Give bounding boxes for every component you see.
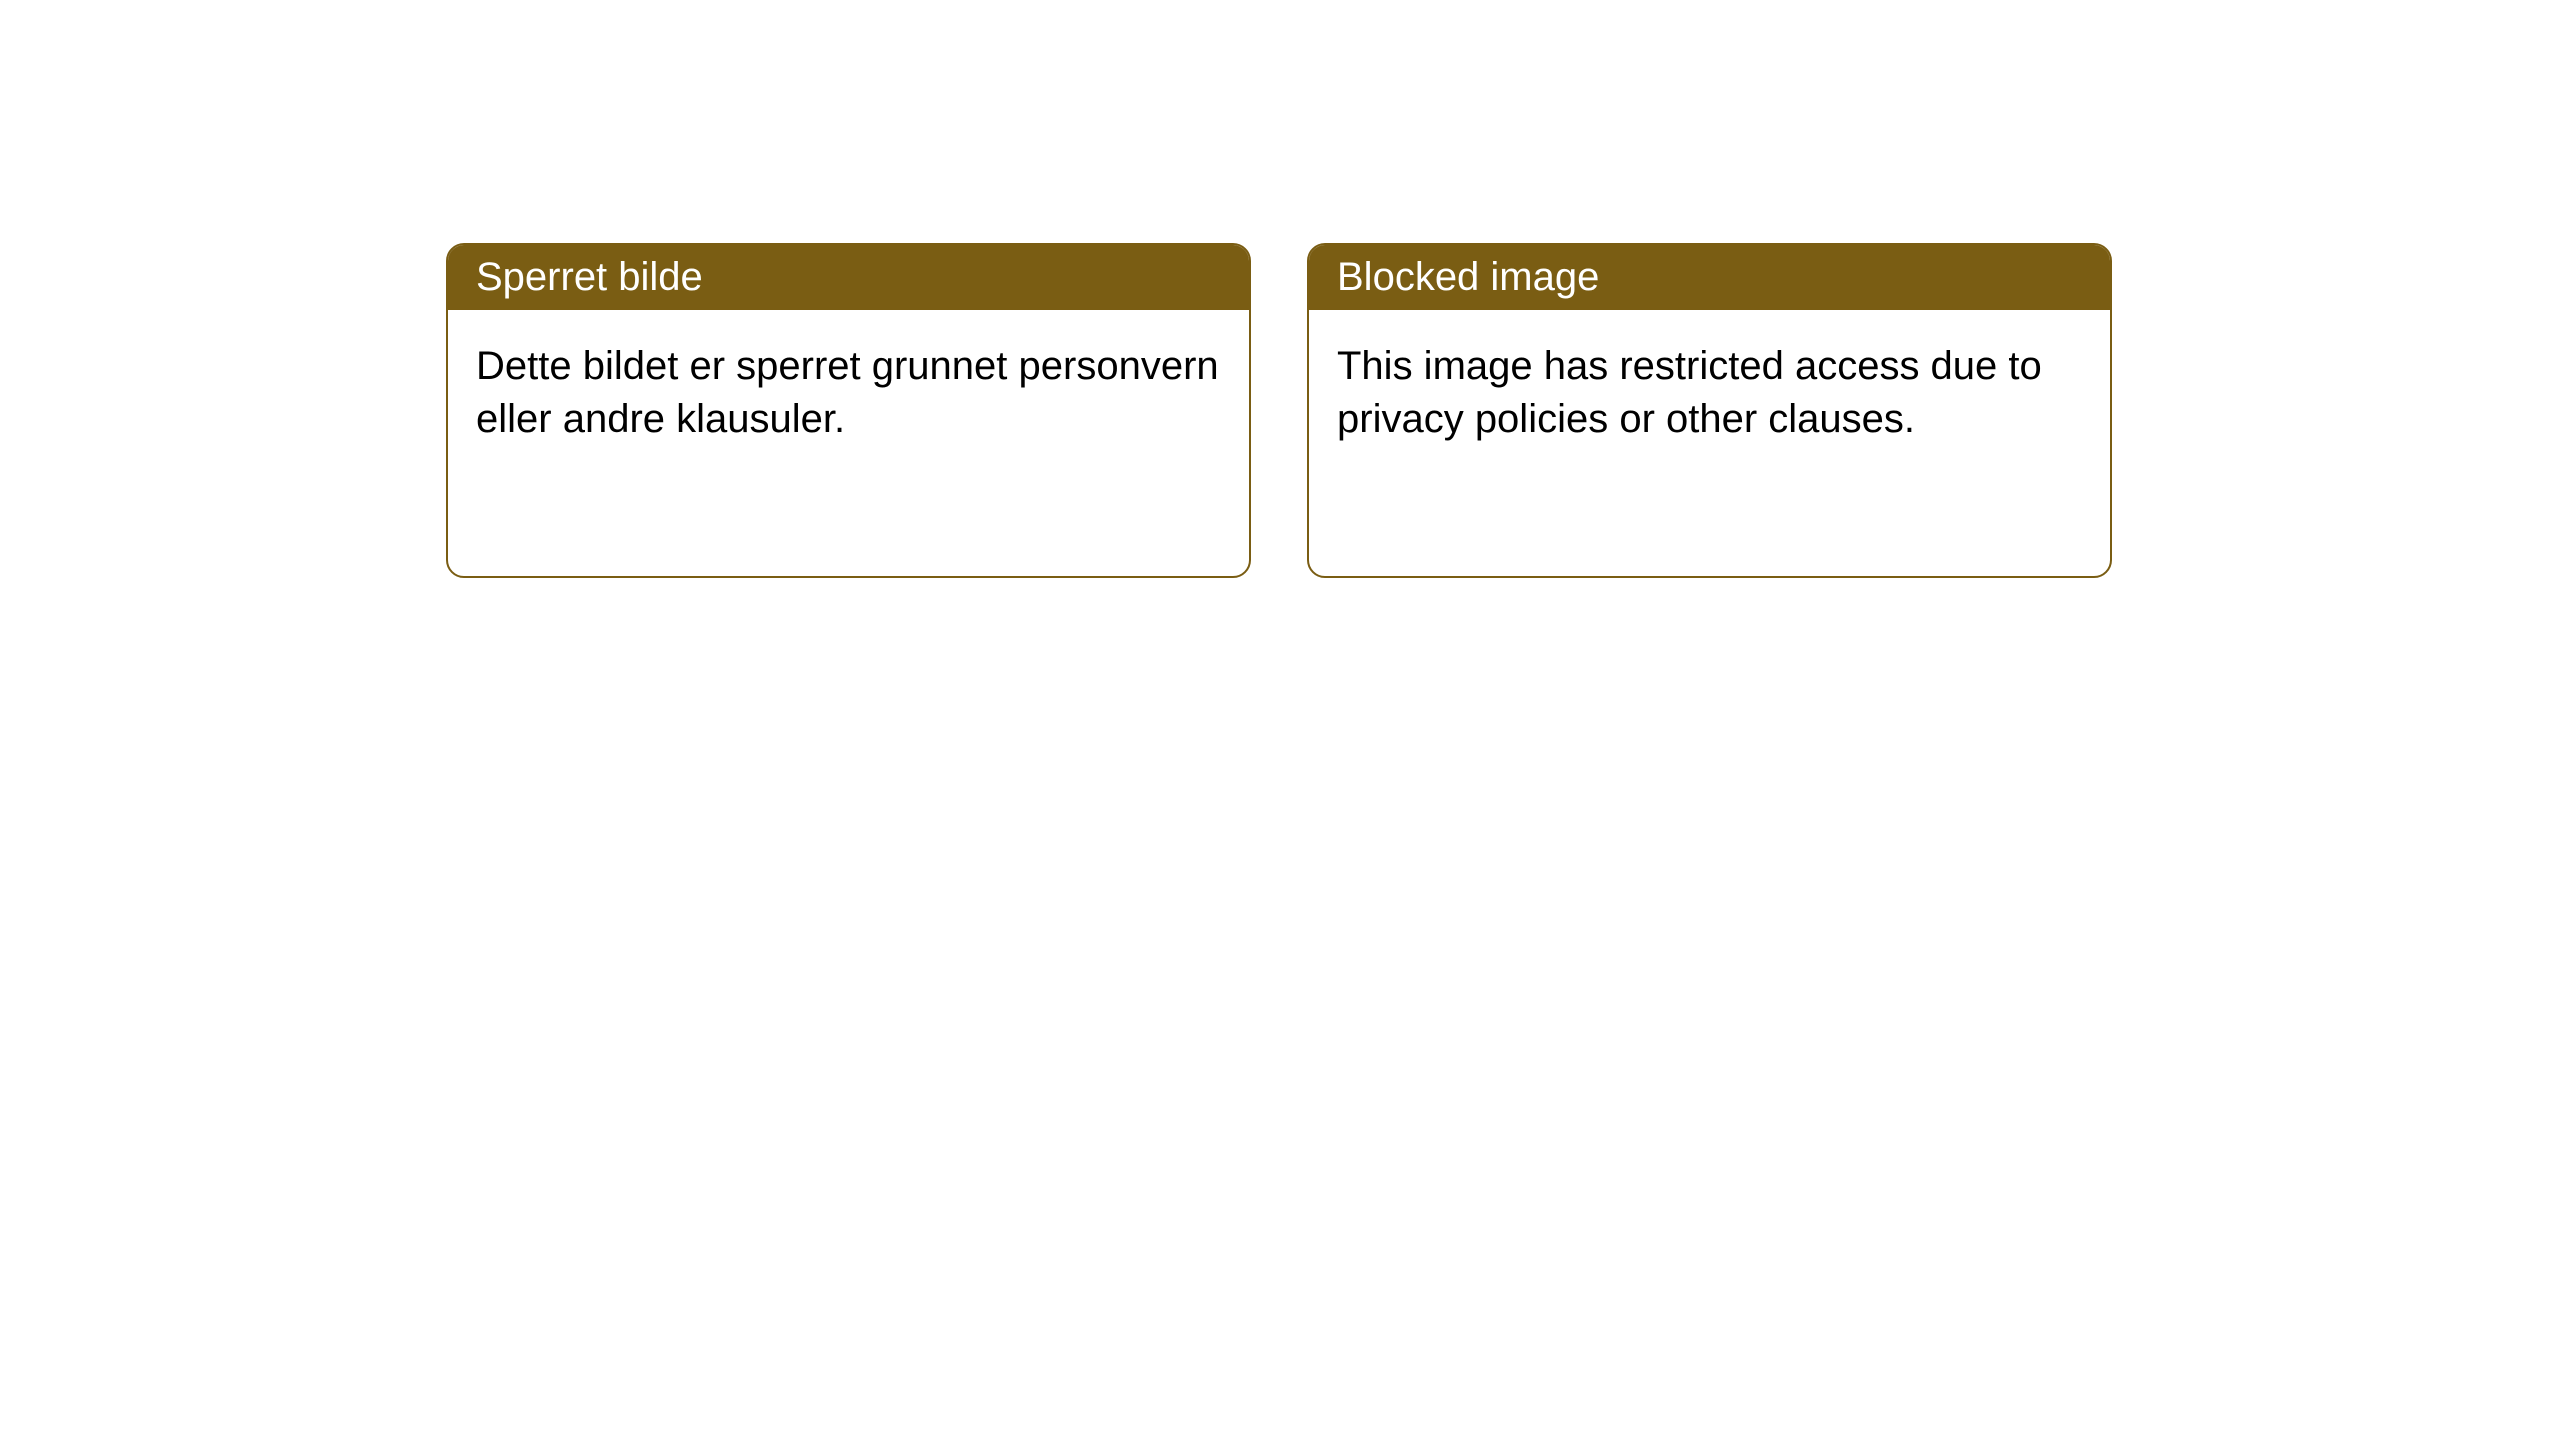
card-header: Sperret bilde <box>448 245 1249 310</box>
card-header-text: Blocked image <box>1337 255 1599 299</box>
card-header-text: Sperret bilde <box>476 255 703 299</box>
card-body-text: Dette bildet er sperret grunnet personve… <box>476 344 1219 441</box>
card-header: Blocked image <box>1309 245 2110 310</box>
card-body: Dette bildet er sperret grunnet personve… <box>448 310 1249 476</box>
card-body-text: This image has restricted access due to … <box>1337 344 2042 441</box>
card-body: This image has restricted access due to … <box>1309 310 2110 476</box>
notice-card-norwegian: Sperret bilde Dette bildet er sperret gr… <box>446 243 1251 578</box>
notice-card-english: Blocked image This image has restricted … <box>1307 243 2112 578</box>
notice-container: Sperret bilde Dette bildet er sperret gr… <box>446 243 2112 578</box>
